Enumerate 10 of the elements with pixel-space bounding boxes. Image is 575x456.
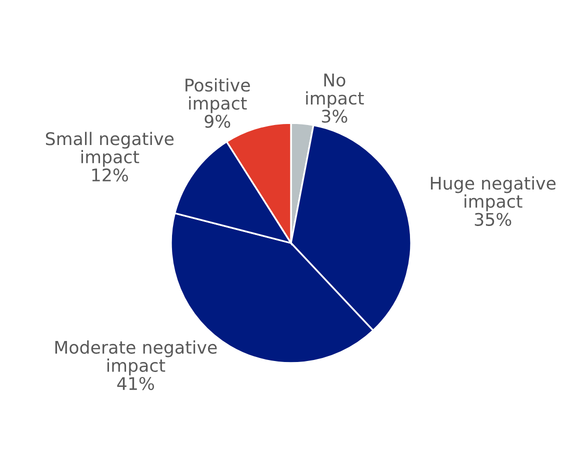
- data-label: 12%: [92, 168, 128, 182]
- slice-label: Huge negative impact: [430, 176, 556, 212]
- slice-label: No impact: [306, 74, 364, 108]
- slice-label: Moderate negative impact: [55, 340, 217, 376]
- data-label: 3%: [322, 110, 348, 123]
- slice-label: Positive impact: [186, 78, 250, 114]
- slice-label: Small negative impact: [46, 132, 174, 167]
- data-label: 41%: [117, 376, 154, 390]
- data-label: 35%: [474, 212, 512, 226]
- data-label: 9%: [204, 114, 230, 128]
